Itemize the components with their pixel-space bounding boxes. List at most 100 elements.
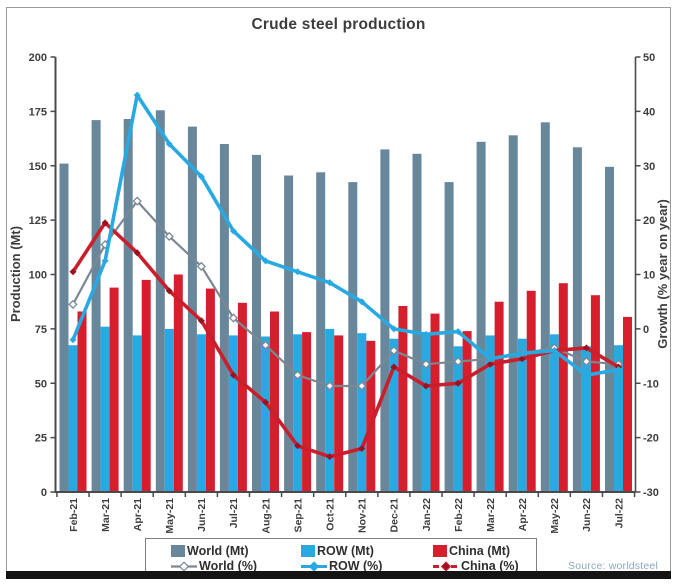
marker-row	[615, 366, 622, 374]
marker-world	[325, 381, 335, 391]
bar-world-mt	[155, 110, 165, 493]
x-tick-label: Jul-21	[228, 498, 240, 529]
y-tick-label: 25	[35, 433, 47, 445]
marker-china	[454, 379, 462, 387]
bar-world-mt	[412, 153, 422, 493]
y-tick-label: 0	[41, 487, 47, 499]
marker-world	[421, 359, 431, 369]
legend-label: World (Mt)	[187, 544, 249, 558]
marker-china	[133, 249, 141, 257]
bar-row-mt	[357, 333, 367, 492]
bar-world-mt	[476, 141, 486, 493]
y2-tick-label: 30	[643, 161, 655, 173]
bar-china-mt	[366, 340, 376, 492]
marker-world	[68, 299, 78, 310]
bar-row-mt	[100, 326, 110, 492]
y-tick-label: 200	[29, 52, 47, 64]
marker-row	[197, 173, 205, 181]
bar-row-mt	[68, 345, 78, 492]
y-tick-label: 50	[35, 378, 47, 390]
bar-china-mt	[302, 332, 312, 492]
marker-row	[358, 298, 366, 306]
y2-tick-label: 40	[643, 106, 655, 118]
bar-china-mt	[430, 313, 440, 492]
x-tick-label: May-21	[164, 498, 176, 534]
marker-china	[518, 355, 526, 363]
x-tick-label: Feb-21	[68, 498, 80, 532]
marker-world	[357, 381, 367, 391]
marker-row	[550, 347, 558, 355]
marker-china	[390, 363, 398, 371]
y2-tick-label: 20	[643, 215, 655, 227]
bar-row-mt	[549, 334, 559, 492]
legend-label: ROW (%)	[329, 559, 383, 573]
marker-china	[326, 453, 334, 461]
marker-world	[389, 346, 399, 356]
bars-china-mt	[77, 274, 632, 492]
right-axis-title: Growth (% year on year)	[655, 199, 670, 349]
marker-world	[453, 356, 463, 367]
y2-tick-label: 50	[643, 52, 655, 64]
bar-world-mt	[252, 154, 261, 492]
x-tick-label: Jan-22	[421, 498, 433, 531]
bar-row-mt	[453, 346, 463, 492]
bar-world-mt	[444, 182, 454, 492]
y2-tick-label: -10	[643, 378, 659, 390]
y-tick-label: 100	[29, 270, 47, 282]
marker-row	[582, 371, 590, 379]
bar-world-mt	[219, 144, 229, 492]
marker-china	[358, 445, 366, 452]
legend: World (Mt) ROW (Mt) China (Mt) World (%) ROW…	[145, 538, 537, 574]
legend-line-marker	[171, 560, 197, 572]
marker-row	[229, 227, 237, 235]
marker-china	[197, 317, 205, 325]
bar-china-mt	[77, 311, 87, 492]
legend-swatch	[433, 545, 447, 557]
marker-row	[133, 91, 141, 99]
bar-china-mt	[558, 283, 568, 492]
bar-china-mt	[205, 288, 215, 492]
legend-item-china-mt: China (Mt)	[433, 543, 510, 559]
marker-world	[292, 370, 303, 380]
marker-row	[326, 279, 334, 287]
legend-label: China (Mt)	[449, 544, 511, 558]
bar-china-mt	[173, 274, 183, 492]
line-row	[71, 93, 619, 377]
bar-world-mt	[284, 175, 294, 492]
bar-world-mt	[508, 135, 518, 493]
x-tick-label: Aug-21	[260, 498, 272, 534]
x-tick-label: Mar-21	[100, 498, 112, 532]
x-tick-label: Apr-22	[517, 498, 529, 531]
bar-world-mt	[316, 172, 326, 493]
legend-item-row-mt: ROW (Mt)	[301, 543, 374, 559]
bar-world-mt	[540, 122, 550, 493]
x-tick-label: Feb-22	[453, 498, 465, 532]
marker-world	[164, 231, 174, 242]
marker-row	[294, 268, 302, 276]
x-tick-label: Apr-21	[132, 498, 144, 531]
line-china	[71, 221, 620, 459]
marker-world	[260, 340, 271, 350]
marker-china	[165, 287, 173, 295]
bar-row-mt	[325, 328, 335, 492]
markers-row	[69, 91, 622, 379]
legend-line-marker	[433, 560, 459, 572]
marker-world	[196, 261, 206, 271]
y2-tick-label: -20	[643, 433, 659, 445]
bar-china-mt	[109, 287, 119, 492]
y2-tick-label: 10	[643, 270, 655, 282]
bar-row-mt	[196, 334, 206, 492]
bar-world-mt	[123, 119, 133, 492]
markers-china	[69, 219, 622, 461]
marker-row	[486, 355, 494, 363]
x-tick-label: Mar-22	[485, 498, 497, 532]
source-note: Source: worldsteel	[568, 560, 658, 572]
bar-row-mt	[164, 328, 174, 492]
x-tick-label: Oct-21	[325, 498, 337, 531]
ticks	[50, 56, 641, 497]
bar-row-mt	[517, 338, 527, 492]
legend-label: ROW (Mt)	[317, 544, 374, 558]
marker-row	[422, 330, 430, 338]
